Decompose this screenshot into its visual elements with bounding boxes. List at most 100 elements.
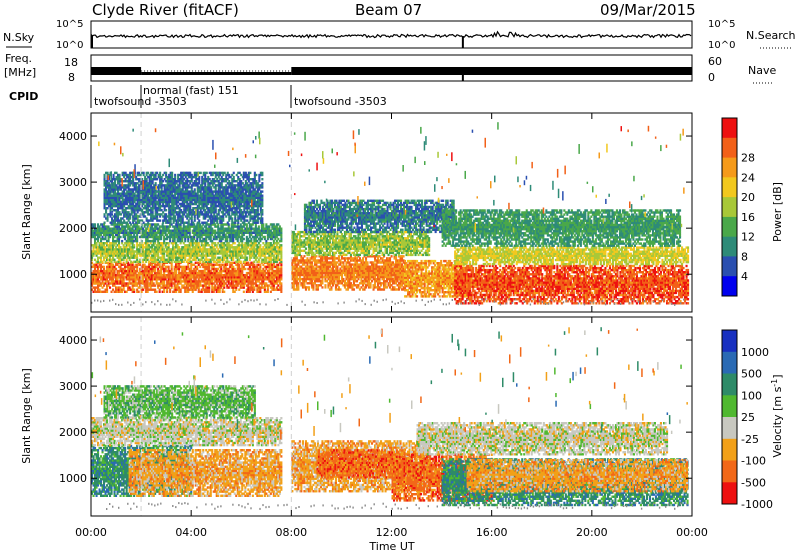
nsky-panel: N.Sky 10^5 10^0 10^5 10^0 N.Search [3,19,796,51]
heatmap-cell [265,282,267,284]
heatmap-cell [222,289,224,291]
heatmap-cell [243,284,245,286]
heatmap-cell [114,266,116,268]
heatmap-cell [106,291,108,293]
freq-left-tick-top: 18 [64,56,78,69]
heatmap-cell [144,264,146,266]
heatmap-cell [154,284,156,286]
heatmap-cell [129,280,131,282]
heatmap-cell [243,266,245,268]
heatmap-cell [163,291,165,293]
heatmap-cell [165,268,167,270]
heatmap-cell [259,268,261,270]
heatmap-cell [246,274,248,276]
heatmap-cell [198,289,200,291]
heatmap-cell [153,282,155,284]
heatmap-cell [97,268,99,270]
freq-band [91,67,141,75]
heatmap-cell [109,286,111,288]
heatmap-cell [223,291,225,293]
heatmap-cell [123,280,125,282]
heatmap-cell [147,280,149,282]
heatmap-cell [168,266,170,268]
heatmap-cell [160,270,162,272]
heatmap-cell [187,266,189,268]
heatmap-cell [124,268,126,270]
heatmap-cell [111,291,113,293]
nave-right-tick-bottom: 0 [708,71,715,84]
heatmap-cell [232,266,234,268]
heatmap-cell [163,282,165,284]
heatmap-cell [234,268,236,270]
heatmap-cell [142,289,144,291]
heatmap-cell [151,280,153,282]
heatmap-cell [166,291,168,293]
heatmap-cell [228,268,230,270]
heatmap-cell [180,289,182,291]
heatmap-cell [112,289,114,291]
heatmap-cell [175,270,177,272]
heatmap-cell [252,291,254,293]
cpid-panel: CPID twofsound -3503 normal (fast) 151 t… [9,84,387,108]
heatmap-cell [123,289,125,291]
heatmap-cell [213,282,215,284]
heatmap-cell [178,286,180,288]
freq-band [141,72,291,75]
heatmap-cell [138,291,140,293]
heatmap-cell [276,282,278,284]
heatmap-cell [136,266,138,268]
heatmap-cell [147,291,149,293]
heatmap-cell [190,266,192,268]
heatmap-cell [208,284,210,286]
heatmap-cell [169,289,171,291]
heatmap-cell [252,280,254,282]
freq-trace [91,67,692,81]
heatmap-cell [262,268,264,270]
heatmap-cell [238,289,240,291]
heatmap-cell [178,268,180,270]
beam-title: Beam 07 [355,1,422,19]
heatmap-cell [154,268,156,270]
heatmap-cell [270,291,272,293]
nsky-right-tick-top: 10^5 [708,19,735,30]
heatmap-cell [156,291,158,293]
heatmap-cell [94,268,96,270]
freq-band [291,67,692,75]
heatmap-cell [180,282,182,284]
nsky-label: N.Sky [3,31,35,44]
station-title: Clyde River (fitACF) [92,1,239,19]
heatmap-cell [253,289,255,291]
heatmap-cell [157,268,159,270]
heatmap-cell [258,280,260,282]
heatmap-cell [225,266,227,268]
heatmap-cell [264,289,266,291]
heatmap-cell [199,266,201,268]
heatmap-cell [114,270,116,272]
nave-label: Nave [748,64,776,77]
heatmap-cell [211,280,213,282]
heatmap-cell [136,289,138,291]
date-title: 09/Mar/2015 [600,1,696,19]
heatmap-cell [159,289,161,291]
heatmap-cell [123,274,125,276]
heatmap-cell [249,291,251,293]
heatmap-cell [259,266,261,268]
heatmap-cell [259,289,261,291]
heatmap-cell [255,282,257,284]
heatmap-cell [99,280,101,282]
heatmap-cell [166,289,168,291]
nsky-line [91,32,691,38]
heatmap-cell [159,291,161,293]
heatmap-cell [237,284,239,286]
heatmap-cell [99,289,101,291]
nave-right-tick-top: 60 [708,55,722,68]
heatmap-cell [208,289,210,291]
heatmap-cell [195,289,197,291]
cpid-label: CPID [9,90,38,103]
heatmap-cell [256,266,258,268]
nsky-left-tick-bottom: 10^0 [56,40,83,51]
freq-label-bottom: [MHz] [4,66,36,79]
heatmap-cell [129,286,131,288]
heatmap-cell [121,291,123,293]
heatmap-cell [253,264,255,266]
